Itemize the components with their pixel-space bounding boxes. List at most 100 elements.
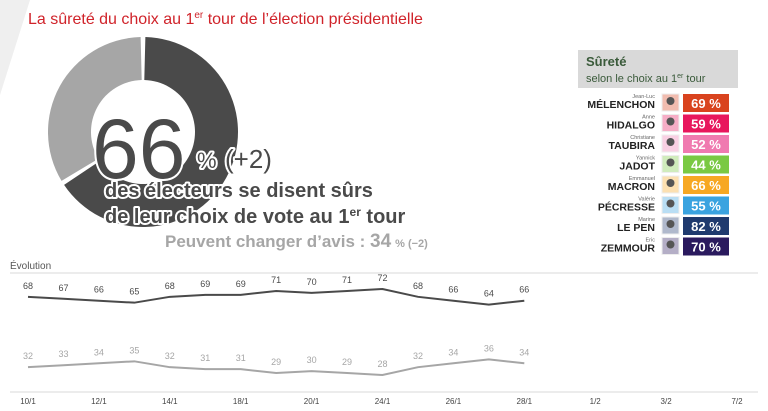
- sure-delta: (+2): [225, 144, 272, 174]
- candidate-last-name: ZEMMOUR: [601, 243, 656, 255]
- point-label: 71: [271, 275, 281, 285]
- point-label: 34: [519, 347, 529, 357]
- point-label: 32: [165, 351, 175, 361]
- candidate-last-name: LE PEN: [617, 222, 655, 234]
- candidate-last-name: TAUBIRA: [609, 140, 656, 152]
- subtitle-sup: er: [677, 73, 684, 80]
- point-label: 65: [129, 287, 139, 297]
- point-label: 68: [413, 281, 423, 291]
- value-box: [683, 114, 729, 133]
- candidate-photo-head: [666, 117, 675, 126]
- chart-title: Évolution: [10, 259, 51, 272]
- candidate-photo-head: [666, 179, 675, 187]
- x-tick-label: 18/1: [233, 397, 249, 406]
- donut-change: [47, 37, 142, 181]
- candidate-photo-head: [666, 158, 675, 167]
- change-delta: (−2): [408, 238, 428, 250]
- x-tick-label: 12/1: [91, 397, 107, 406]
- point-label: 35: [129, 345, 139, 355]
- candidate-first-name: Yannick: [636, 156, 655, 162]
- value-box: [683, 196, 729, 215]
- point-label: 36: [484, 343, 494, 353]
- candidate-first-name: Jean-Luc: [632, 94, 655, 100]
- candidate-first-name: Christiane: [630, 135, 655, 141]
- page-title: La sûreté du choix au 1er tour de l’élec…: [28, 10, 423, 28]
- corner-shape: [0, 0, 30, 95]
- donut-sure: [64, 37, 238, 227]
- candidate-photo-head: [666, 138, 675, 146]
- value-label: 52 %: [691, 137, 721, 152]
- x-tick-label: 1/2: [590, 397, 602, 406]
- candidate-photo-head: [666, 220, 675, 228]
- value-label: 59 %: [691, 117, 721, 132]
- point-label: 70: [307, 277, 317, 287]
- point-label: 64: [484, 289, 494, 299]
- candidate-last-name: MÉLENCHON: [587, 98, 655, 111]
- series-line: [27, 358, 525, 377]
- point-label: 28: [377, 359, 387, 369]
- point-label: 72: [377, 273, 387, 283]
- panel-title: Sûreté: [586, 54, 626, 69]
- value-label: 55 %: [691, 199, 721, 214]
- headline-text: tour: [361, 206, 406, 228]
- value-label: 66 %: [691, 178, 721, 193]
- value-label: 44 %: [691, 158, 721, 173]
- sure-unit: %: [197, 148, 217, 173]
- point-label: 69: [200, 279, 210, 289]
- candidate-first-name: Emmanuel: [629, 176, 655, 182]
- candidate-first-name: Valérie: [638, 197, 655, 203]
- point-label: 67: [58, 283, 68, 293]
- value-box: [683, 176, 729, 194]
- value-box: [683, 94, 729, 112]
- headline-line: de leur choix de vote au 1er tour: [105, 205, 406, 228]
- point-label: 68: [165, 281, 175, 291]
- change-line: Peuvent changer d’avis : 34% (−2): [165, 231, 428, 252]
- title-text: La sûreté du choix au 1: [28, 11, 194, 28]
- value-box: [683, 237, 729, 256]
- candidate-last-name: PÉCRESSE: [598, 201, 655, 214]
- x-tick-label: 26/1: [446, 397, 462, 406]
- candidate-last-name: JADOT: [619, 161, 655, 173]
- evolution-chart: 10/1 12/1 14/1 18/1 20/1 24/1 26/1 28/1 1/2 3/2 7/…: [20, 273, 743, 406]
- value-box: [683, 155, 729, 174]
- change-label: Peuvent changer d’avis :: [165, 232, 370, 251]
- point-label: 32: [413, 351, 423, 361]
- point-label: 30: [307, 355, 317, 365]
- x-tick-label: 3/2: [661, 397, 673, 406]
- candidate-last-name: MACRON: [608, 181, 655, 193]
- value-label: 82 %: [691, 219, 721, 234]
- candidate-first-name: Eric: [646, 238, 656, 244]
- point-label: 33: [58, 349, 68, 359]
- point-label: 69: [236, 279, 246, 289]
- point-label: 68: [23, 281, 33, 291]
- value-box: [683, 217, 729, 235]
- x-tick-label: 24/1: [375, 397, 391, 406]
- value-label: 70 %: [691, 240, 721, 255]
- headline-line: des électeurs se disent sûrs: [105, 180, 373, 202]
- panel-header: [578, 50, 738, 88]
- x-tick-label: 7/2: [731, 397, 743, 406]
- point-label: 34: [94, 347, 104, 357]
- x-tick-label: 28/1: [517, 397, 533, 406]
- point-label: 32: [23, 351, 33, 361]
- panel-subtitle: selon le choix au 1er tour: [586, 73, 706, 85]
- point-label: 31: [236, 353, 246, 363]
- x-tick-label: 20/1: [304, 397, 320, 406]
- change-unit: %: [395, 238, 405, 250]
- title-sup: er: [194, 10, 204, 21]
- candidate-photo-head: [666, 199, 675, 208]
- subtitle-text: selon le choix au 1: [586, 73, 677, 85]
- donut: [47, 37, 238, 227]
- headline-text: de leur choix de vote au 1: [105, 206, 350, 228]
- x-tick-label: 14/1: [162, 397, 178, 406]
- point-label: 29: [342, 357, 352, 367]
- change-value: 34: [370, 231, 392, 252]
- title-text: tour de l’élection présidentielle: [203, 11, 423, 28]
- value-box: [683, 135, 729, 153]
- point-label: 66: [94, 285, 104, 295]
- point-label: 66: [519, 285, 529, 295]
- candidate-last-name: HIDALGO: [607, 120, 655, 132]
- candidate-first-name: Marine: [638, 217, 655, 223]
